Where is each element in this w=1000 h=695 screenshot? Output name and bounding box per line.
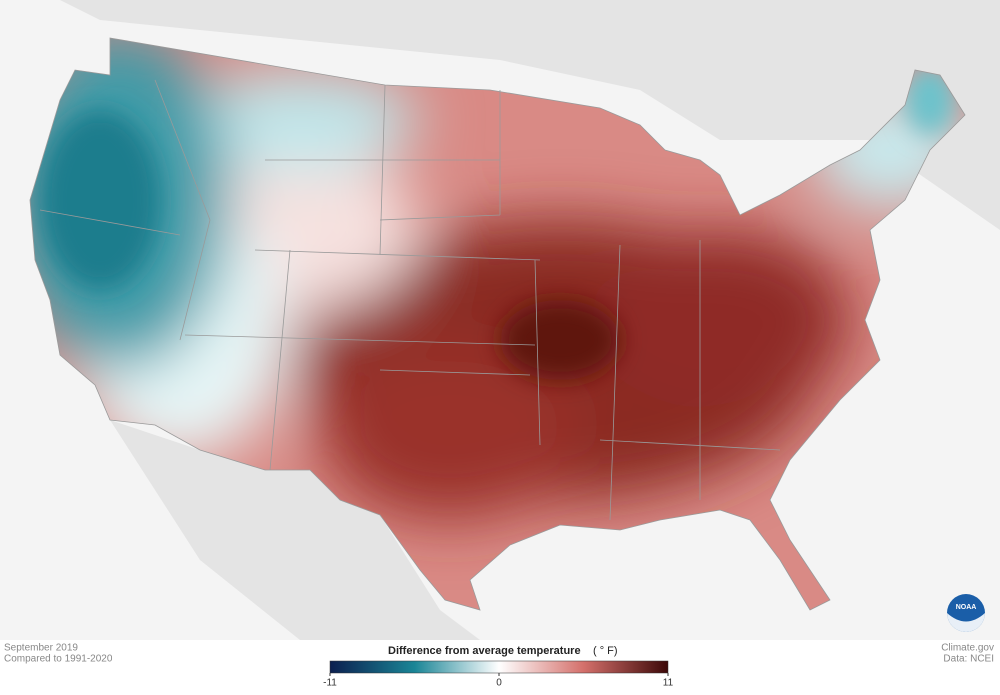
tick-label: -11 (323, 678, 337, 689)
colorbar-gradient (329, 660, 669, 674)
logo-text: NOAA (956, 604, 977, 611)
colorbar: -11 0 11 (323, 660, 674, 689)
canada (0, 0, 1000, 230)
mexico (110, 420, 480, 640)
data-credit: Data: NCEI (943, 654, 994, 665)
legend-unit: ( ° F) (593, 645, 618, 657)
legend-title: Difference from average temperature (388, 645, 581, 657)
noaa-logo: NOAA (947, 594, 985, 632)
source: Climate.gov (941, 643, 994, 654)
period: September 2019 (4, 643, 78, 654)
baseline: Compared to 1991-2020 (4, 654, 113, 665)
tick-label: 11 (663, 678, 674, 689)
state-borders (29, 37, 966, 611)
tick-label: 0 (496, 678, 502, 689)
